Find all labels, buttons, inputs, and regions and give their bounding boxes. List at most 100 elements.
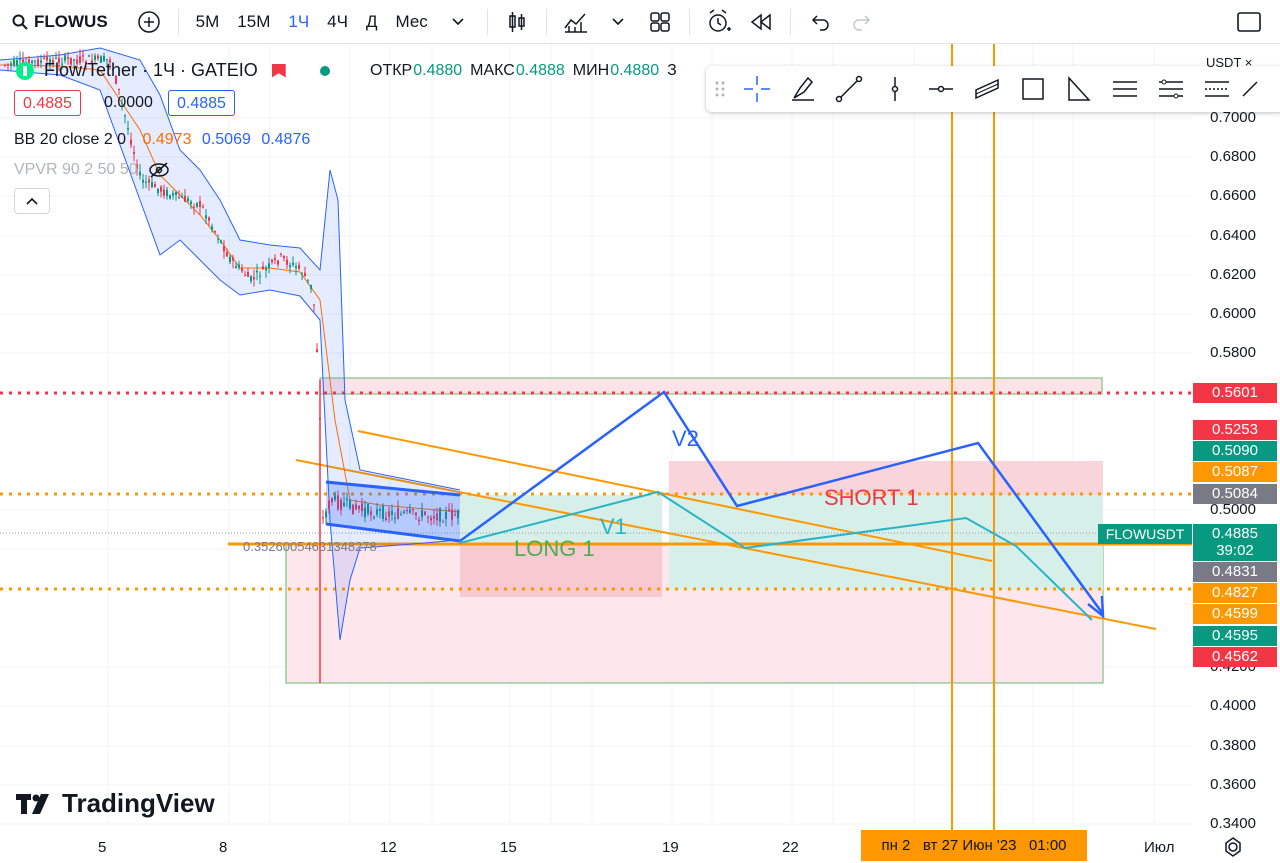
candle — [169, 194, 171, 200]
candle — [340, 497, 342, 516]
lines-icon — [1113, 81, 1137, 97]
currency-partial[interactable]: USDT × — [1206, 55, 1253, 70]
fib-tool[interactable] — [1148, 66, 1194, 112]
zigzag-v1[interactable] — [459, 490, 1093, 621]
chevron-down-icon — [612, 17, 624, 25]
candle — [109, 56, 111, 70]
annotation-2[interactable]: SHORT 1 — [824, 485, 919, 510]
trendline-2[interactable] — [295, 459, 1157, 630]
interval-2[interactable]: 1Ч — [288, 11, 310, 31]
alert-button[interactable] — [698, 0, 740, 44]
spread-value: 0.0000 — [104, 94, 153, 111]
bb-basis[interactable] — [0, 64, 461, 513]
bb-fill[interactable] — [0, 48, 460, 640]
drag-handle[interactable] — [706, 80, 734, 98]
candle — [217, 234, 219, 244]
alarm-clock-icon — [709, 8, 731, 32]
candle — [439, 507, 441, 527]
fullscreen-button[interactable] — [1228, 0, 1270, 44]
flag-channel-bottom[interactable] — [325, 522, 461, 543]
date-tick: 12 — [380, 839, 397, 856]
candle — [34, 60, 36, 69]
annotation-3[interactable]: LONG 1 — [514, 536, 595, 561]
candle — [82, 49, 84, 63]
price-chart[interactable]: V2 V1 SHORT 1 LONG 1 0.35260054631348278 — [0, 44, 1280, 861]
vpvr-indicator[interactable]: VPVR 90 2 50 50 — [14, 161, 170, 179]
candle — [289, 262, 291, 274]
text-lines-tool[interactable] — [1102, 66, 1148, 112]
more-tools[interactable] — [1240, 66, 1260, 112]
candle — [196, 202, 198, 209]
bid-price[interactable]: 0.4885 — [14, 90, 81, 116]
candle — [304, 266, 306, 277]
price-tick: 0.6600 — [1210, 187, 1256, 204]
redo-button[interactable] — [841, 0, 883, 44]
annotation-0[interactable]: V2 — [672, 426, 699, 451]
interval-1[interactable]: 15M — [237, 11, 271, 31]
vertical-line-tool[interactable] — [872, 66, 918, 112]
legend-title[interactable]: Flow/Tether · 1Ч · GATEIO — [44, 60, 258, 80]
candle — [121, 98, 123, 111]
indicators-button[interactable] — [555, 0, 597, 44]
trend-line-tool[interactable] — [826, 66, 872, 112]
drawing-toolbar — [706, 66, 1280, 112]
candle — [451, 503, 453, 527]
ask-price[interactable]: 0.4885 — [168, 90, 235, 116]
bb-lower[interactable] — [0, 69, 461, 641]
candle — [133, 145, 135, 162]
bb-value-lower: 0.4876 — [261, 131, 311, 148]
undo-button[interactable] — [799, 0, 841, 44]
candle — [421, 502, 423, 522]
fib-extension-icon — [1205, 81, 1229, 97]
trendline-1[interactable] — [357, 430, 993, 562]
triangle-tool[interactable] — [1056, 66, 1102, 112]
ohlc-value-1: 0.4888 — [515, 62, 565, 79]
fib-extension-tool[interactable] — [1194, 66, 1240, 112]
candle — [385, 511, 387, 522]
eye-hidden-icon[interactable] — [148, 161, 170, 179]
candles — [4, 49, 459, 683]
candle — [103, 52, 105, 63]
candle — [406, 507, 408, 515]
bb-indicator[interactable]: BB 20 close 2 0 0.4973 0.5069 0.4876 — [14, 131, 310, 149]
chart-type-button[interactable] — [496, 0, 538, 44]
zigzag-v2-arrowhead[interactable] — [1087, 595, 1105, 619]
parallel-channel-tool[interactable] — [964, 66, 1010, 112]
candle — [67, 51, 69, 65]
flag-channel-fill[interactable] — [326, 482, 460, 541]
settings-button[interactable] — [1222, 836, 1244, 863]
candle — [214, 230, 216, 235]
compare-add-button[interactable] — [128, 0, 170, 44]
replay-button[interactable] — [740, 0, 782, 44]
legend-title-row: Flow/Tether · 1Ч · GATEIO — [12, 60, 330, 81]
candle — [184, 189, 186, 203]
candle — [40, 54, 42, 68]
tradingview-logo[interactable]: TradingView — [16, 788, 215, 819]
brush-tool[interactable] — [780, 66, 826, 112]
candle — [454, 509, 456, 517]
interval-5[interactable]: Мес — [395, 11, 428, 31]
templates-button[interactable] — [639, 0, 681, 44]
horizontal-ray-tool[interactable] — [918, 66, 964, 112]
divider — [177, 8, 179, 35]
low-price-label: 0.35260054631348278 — [243, 539, 377, 554]
zigzag-v2[interactable] — [459, 390, 1105, 615]
flag-channel-top[interactable] — [325, 480, 461, 497]
price-tick: 0.5000 — [1210, 501, 1256, 518]
annotation-1[interactable]: V1 — [600, 514, 627, 539]
candle — [172, 189, 174, 200]
symbol-search[interactable]: FLOWUS — [0, 0, 108, 44]
rectangle-tool[interactable] — [1010, 66, 1056, 112]
collapse-legend-button[interactable] — [14, 188, 50, 214]
interval-0[interactable]: 5M — [195, 11, 220, 31]
candle — [418, 516, 420, 526]
price-label-4: 0.5084 — [1193, 484, 1277, 504]
interval-4[interactable]: Д — [365, 11, 378, 31]
interval-dropdown[interactable] — [437, 0, 479, 44]
flag-icon[interactable] — [271, 63, 286, 78]
indicators-dropdown[interactable] — [597, 0, 639, 44]
crosshair-tool[interactable] — [734, 66, 780, 112]
bb-upper[interactable] — [0, 47, 461, 491]
candle — [268, 257, 270, 274]
interval-3[interactable]: 4Ч — [327, 11, 348, 31]
